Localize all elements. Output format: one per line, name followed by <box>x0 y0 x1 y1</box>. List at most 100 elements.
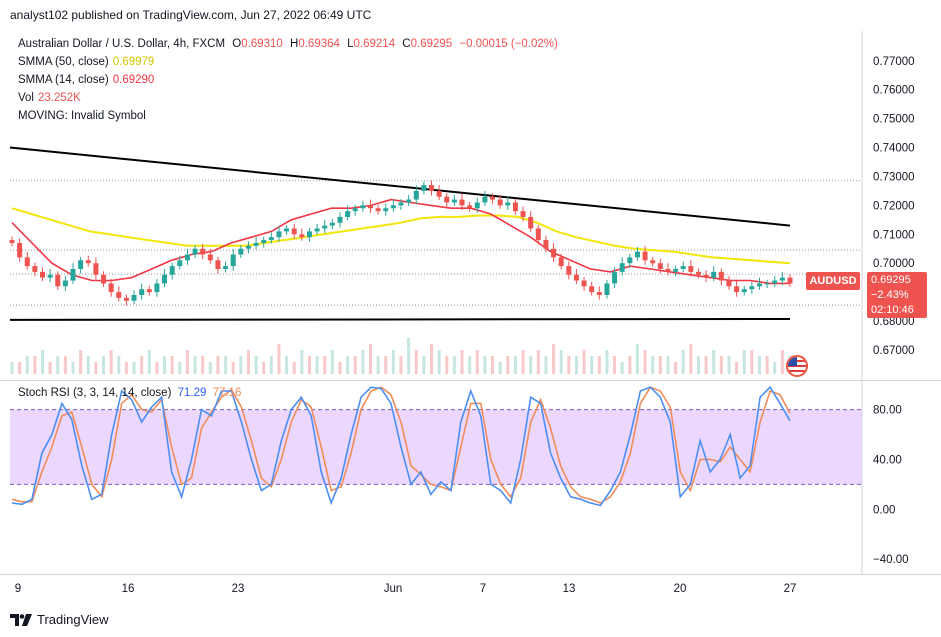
candle-body <box>673 268 679 272</box>
volume-bar <box>307 356 311 374</box>
candle-body <box>779 277 785 281</box>
candle-body <box>596 292 602 295</box>
candle-body <box>345 211 351 217</box>
candle-body <box>512 202 518 212</box>
candle-body <box>360 205 366 209</box>
candle-body <box>268 237 274 241</box>
volume-bar <box>628 356 632 374</box>
volume-bar <box>208 362 212 374</box>
stoch-legend: Stoch RSI (3, 3, 14, 14, close) 71.29 77… <box>18 387 241 399</box>
volume-bar <box>483 356 487 374</box>
volume-value: 23.252K <box>38 92 81 104</box>
candle-body <box>711 271 717 278</box>
volume-bar <box>757 356 761 374</box>
volume-bar <box>597 356 601 374</box>
candle-body <box>627 257 633 264</box>
volume-bar <box>719 356 723 374</box>
stoch-tick-label: 80.00 <box>873 405 902 417</box>
price-badge-price: 0.69295 <box>871 274 911 286</box>
volume-bar <box>361 350 365 374</box>
ohlc-low: 0.69214 <box>353 38 396 50</box>
candle-body <box>245 245 251 249</box>
candle-body <box>558 257 564 267</box>
candle-body <box>726 280 732 287</box>
price-tick-label: 0.67000 <box>873 345 915 357</box>
volume-bar <box>475 350 479 374</box>
publisher-bar: analyst102 published on TradingView.com,… <box>0 0 941 30</box>
candle-body <box>223 266 229 269</box>
volume-bar <box>430 344 434 374</box>
resistance-trendline <box>9 146 791 227</box>
price-badge-change: −2.43% <box>871 289 909 301</box>
candle-body <box>291 228 297 235</box>
volume-bar <box>231 362 235 374</box>
candle-body <box>352 208 358 212</box>
volume-bar <box>460 350 464 374</box>
volume-bar <box>590 356 594 374</box>
candle-body <box>47 274 53 278</box>
footer-brand: TradingView <box>37 612 109 627</box>
candle-body <box>566 266 572 275</box>
symbol-title: Australian Dollar / U.S. Dollar, 4h, FXC… <box>18 38 226 50</box>
volume-bar <box>254 356 258 374</box>
candle-body <box>238 248 244 255</box>
candle-body <box>764 283 770 285</box>
volume-bar <box>643 350 647 374</box>
candle-body <box>93 263 99 275</box>
candle-body <box>101 274 107 284</box>
price-tick-label: 0.70000 <box>873 258 915 270</box>
price-tick-label: 0.76000 <box>873 85 915 97</box>
volume-bar <box>376 356 380 374</box>
price-tick-label: 0.72000 <box>873 200 915 212</box>
volume-bar <box>368 344 372 374</box>
candle-body <box>741 289 747 293</box>
candle-body <box>451 199 457 203</box>
candle-body <box>314 228 320 232</box>
ohlc-high: 0.69364 <box>298 38 340 50</box>
volume-bar <box>269 356 273 374</box>
volume-bar <box>178 362 182 374</box>
sma14-label: SMMA (14, close) <box>18 74 109 86</box>
volume-bar <box>635 344 639 374</box>
volume-bar <box>63 356 67 374</box>
volume-bar <box>155 362 159 374</box>
volume-bar <box>521 350 525 374</box>
volume-bar <box>185 350 189 374</box>
candle-body <box>367 205 373 209</box>
volume-bar <box>292 362 296 374</box>
volume-bar <box>536 350 540 374</box>
candle-body <box>718 271 724 281</box>
stoch-rsi-pane <box>10 385 862 507</box>
time-tick-label: Jun <box>384 583 403 595</box>
volume-bars <box>10 338 792 374</box>
volume-bar <box>544 356 548 374</box>
candle-body <box>619 263 625 272</box>
candle-body <box>17 242 23 258</box>
time-tick-label: 23 <box>232 583 245 595</box>
time-tick-label: 27 <box>784 583 797 595</box>
candle-body <box>390 205 396 209</box>
volume-bar <box>491 356 495 374</box>
volume-bar <box>735 362 739 374</box>
sma50-line <box>11 207 791 265</box>
time-tick-label: 7 <box>480 583 486 595</box>
volume-bar <box>300 350 304 374</box>
volume-bar <box>559 350 563 374</box>
volume-bar <box>651 356 655 374</box>
candle-body <box>535 228 541 241</box>
candle-body <box>680 266 686 269</box>
volume-bar <box>696 356 700 374</box>
ohlc-open: 0.69310 <box>241 38 283 50</box>
volume-bar <box>330 350 334 374</box>
candle-body <box>253 242 259 246</box>
candle-body <box>55 274 61 287</box>
volume-bar <box>33 356 37 374</box>
tradingview-logo-icon <box>10 613 32 626</box>
candle-body <box>306 231 312 238</box>
grid <box>0 31 941 575</box>
volume-bar <box>71 362 75 374</box>
candle-body <box>703 274 709 278</box>
candle-body <box>230 254 236 267</box>
volume-bar <box>574 356 578 374</box>
